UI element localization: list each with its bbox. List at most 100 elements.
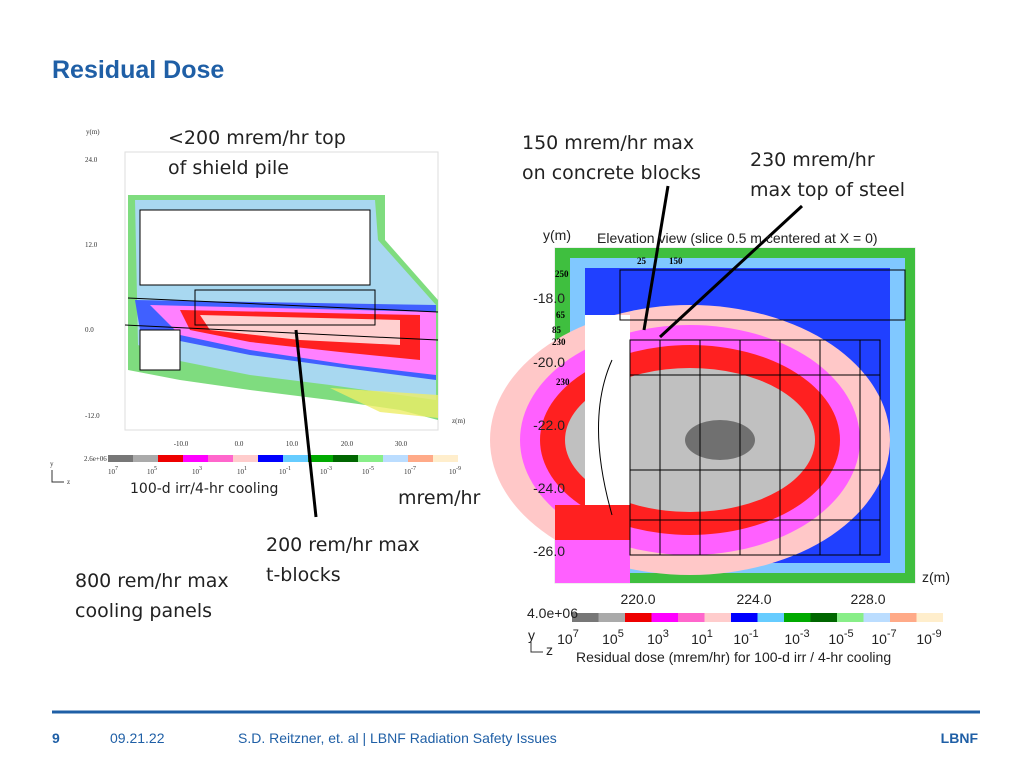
- annotation-line: mrem/hr: [398, 487, 481, 509]
- left-colorbar: [108, 455, 458, 462]
- colorbar-label-exponent: -3: [327, 466, 332, 472]
- colorbar-label-base: 10: [916, 631, 932, 647]
- annotations: <200 mrem/hr top of shield pile 150 mrem/h…: [75, 127, 905, 622]
- left-dose-map: [124, 151, 439, 431]
- colorbar-label-base: 10: [602, 631, 618, 647]
- colorbar-label-base: 10: [362, 468, 370, 476]
- x-axis-label: z(m): [452, 417, 466, 425]
- y-tick-label: -20.0: [533, 354, 565, 370]
- colorbar-label-exponent: 5: [154, 466, 157, 472]
- colorbar-label: 10-5: [362, 466, 374, 476]
- y-tick-label: -26.0: [533, 543, 565, 559]
- y-axis-label: y(m): [543, 227, 571, 243]
- colorbar-swatch: [233, 455, 258, 462]
- colorbar-label: 105: [147, 466, 157, 476]
- x-axis-label: z(m): [922, 569, 950, 585]
- y-tick-label: 12.0: [85, 241, 98, 249]
- right-dose-map-shape: [629, 339, 881, 556]
- axes-icon: [530, 642, 543, 653]
- point-label: 250: [555, 269, 569, 279]
- y-tick-label: -24.0: [533, 480, 565, 496]
- colorbar-swatch: [433, 455, 458, 462]
- annotation-line: 230 mrem/hr: [750, 149, 875, 171]
- footer-logo: LBNF: [941, 730, 979, 746]
- colorbar-label-base: 10: [691, 631, 707, 647]
- x-tick-label: 228.0: [850, 591, 885, 607]
- colorbar-swatch: [757, 613, 784, 622]
- colorbar-label: 107: [557, 628, 579, 647]
- colorbar-swatch: [308, 455, 333, 462]
- right-dose-map-shape: [555, 505, 630, 545]
- colorbar-swatch: [283, 455, 308, 462]
- colorbar-label-exponent: -7: [411, 466, 416, 472]
- colorbar-swatch: [572, 613, 599, 622]
- footer-author: S.D. Reitzner, et. al | LBNF Radiation S…: [238, 730, 557, 746]
- colorbar-label-base: 10: [279, 468, 287, 476]
- colorbar-label: 10-9: [916, 628, 941, 647]
- colorbar-label-exponent: -1: [286, 466, 291, 472]
- right-dose-map-shape: [619, 269, 906, 321]
- page-number: 9: [52, 730, 60, 746]
- caption: 100-d irr/4-hr cooling: [130, 481, 278, 497]
- colorbar-label-base: 10: [237, 468, 245, 476]
- colorbar-swatch: [678, 613, 705, 622]
- colorbar-swatch: [598, 613, 625, 622]
- right-dose-map-shape: [598, 359, 613, 516]
- colorbar-label: 10-7: [871, 628, 896, 647]
- colorbar-label: 105: [602, 628, 624, 647]
- colorbar-label-exponent: 5: [618, 628, 624, 640]
- callout-arrows: [294, 185, 804, 518]
- colorbar-label: 10-5: [828, 628, 853, 647]
- colorbar-swatch: [784, 613, 811, 622]
- colorbar-swatch: [183, 455, 208, 462]
- annotation-line: cooling panels: [75, 600, 212, 622]
- colorbar-swatch: [625, 613, 652, 622]
- colorbar-swatch: [890, 613, 917, 622]
- colorbar-label-exponent: 1: [707, 628, 713, 640]
- colorbar-swatch: [333, 455, 358, 462]
- colorbar-label-exponent: -5: [369, 466, 374, 472]
- colorbar-label: 10-9: [449, 466, 461, 476]
- colorbar-label-base: 10: [871, 631, 887, 647]
- left-dose-map-shape: [124, 324, 439, 341]
- colorbar-label-exponent: 7: [573, 628, 579, 640]
- annotation-line: t-blocks: [266, 564, 341, 586]
- annotation-line: of shield pile: [168, 157, 289, 179]
- colorbar-label-exponent: 7: [115, 466, 118, 472]
- colorbar-swatch: [358, 455, 383, 462]
- colorbar-label-exponent: -7: [887, 628, 897, 640]
- colorbar-swatch: [208, 455, 233, 462]
- x-tick-label: 10.0: [286, 440, 299, 448]
- colorbar-label-base: 10: [784, 631, 800, 647]
- annotation-line: 200 rem/hr max: [266, 534, 420, 556]
- colorbar-label-exponent: -3: [800, 628, 810, 640]
- colorbar-max: 4.0e+06: [527, 605, 578, 621]
- right-dose-map: [490, 247, 916, 584]
- x-tick-label: 20.0: [341, 440, 354, 448]
- right-dose-map-shape: [555, 540, 630, 583]
- left-dose-map-shape: [200, 315, 400, 345]
- colorbar-swatch: [651, 613, 678, 622]
- colorbar-label: 10-1: [279, 466, 291, 476]
- colorbar-max: 2.6e+06: [84, 455, 107, 463]
- colorbar-label-exponent: -9: [932, 628, 942, 640]
- x-tick-label: 224.0: [736, 591, 771, 607]
- y-axis-label: y(m): [86, 128, 100, 136]
- axes-icon-label: y: [528, 627, 535, 643]
- colorbar-label: 10-7: [404, 466, 416, 476]
- plot-title: Elevation view (slice 0.5 m centered at …: [597, 230, 878, 246]
- left-dose-map-shape: [139, 329, 181, 371]
- x-tick-label: 220.0: [620, 591, 655, 607]
- callout-arrows-shape: [642, 185, 670, 331]
- annotation-line: max top of steel: [750, 179, 905, 201]
- annotation-line: 800 rem/hr max: [75, 570, 229, 592]
- colorbar-label: 103: [192, 466, 202, 476]
- colorbar-label: 107: [108, 466, 118, 476]
- axes-icon-label: y: [50, 460, 54, 468]
- point-label: 230: [556, 377, 570, 387]
- annotation-line: <200 mrem/hr top: [168, 127, 346, 149]
- colorbar-swatch: [383, 455, 408, 462]
- colorbar-label-exponent: 3: [663, 628, 669, 640]
